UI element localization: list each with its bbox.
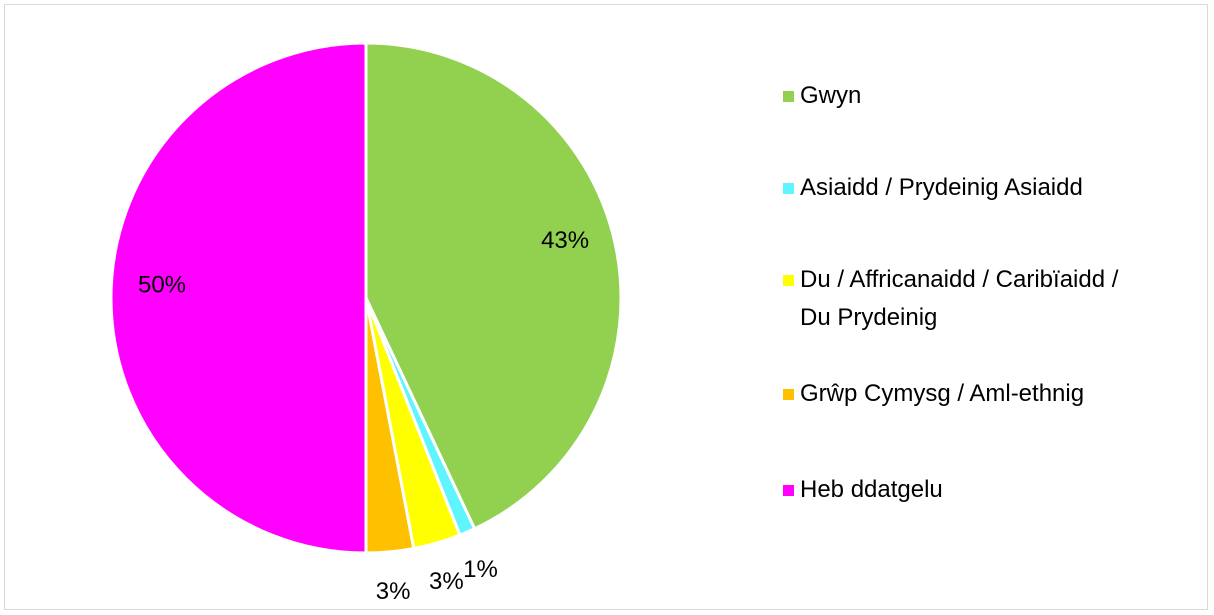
legend-swatch	[783, 91, 794, 102]
legend-label: Grŵp Cymysg / Aml-ethnig	[800, 380, 1085, 407]
chart-frame	[4, 4, 1208, 610]
legend-swatch	[783, 389, 794, 400]
legend-item: Heb ddatgelu	[783, 471, 943, 509]
legend-swatch	[783, 183, 794, 194]
data-label: 3%	[429, 568, 464, 595]
legend-item: Grŵp Cymysg / Aml-ethnig	[783, 375, 1084, 413]
legend-item: Gwyn	[783, 77, 861, 115]
legend-label: Heb ddatgelu	[800, 476, 943, 503]
data-label: 43%	[541, 227, 589, 254]
data-label: 50%	[138, 271, 186, 298]
pie-slice	[109, 41, 368, 555]
legend-swatch	[783, 485, 794, 496]
legend-swatch	[783, 275, 794, 286]
data-label: 1%	[463, 556, 498, 583]
legend-label: Asiaidd / Prydeinig Asiaidd	[800, 174, 1083, 201]
pie-slice	[364, 41, 623, 531]
legend-label: Du / Affricanaidd / Caribïaidd / Du Pryd…	[800, 266, 1119, 331]
legend-item: Asiaidd / Prydeinig Asiaidd	[783, 169, 1083, 207]
legend-label: Gwyn	[800, 82, 862, 109]
legend-item: Du / Affricanaidd / Caribïaidd / Du Pryd…	[783, 261, 1140, 337]
data-label: 3%	[376, 578, 411, 605]
